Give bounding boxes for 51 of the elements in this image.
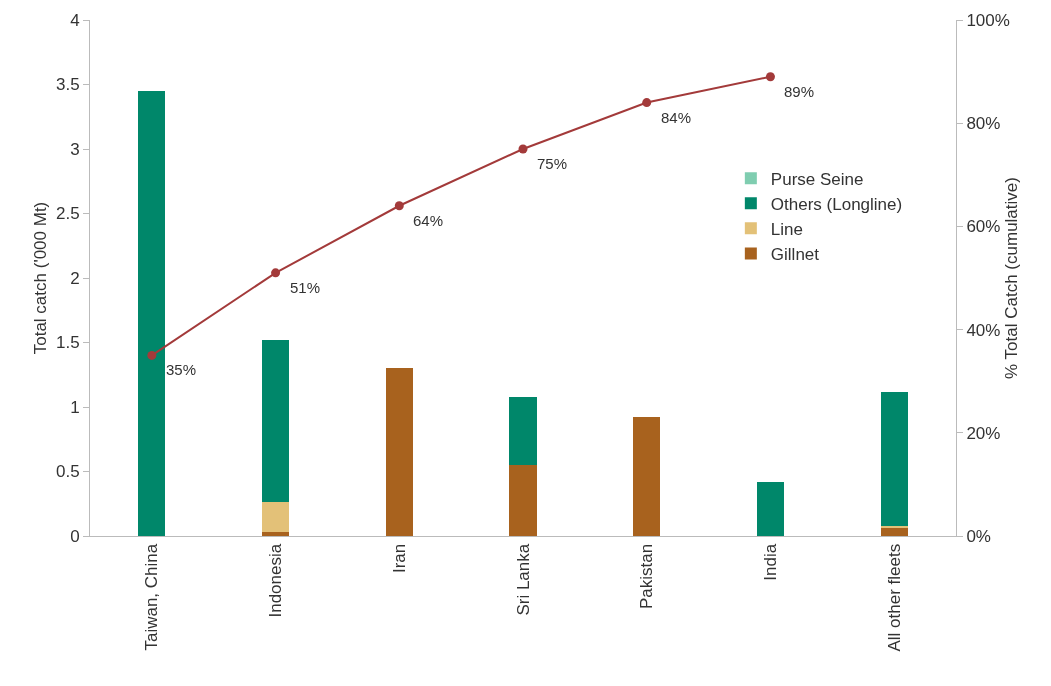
bar: [633, 417, 661, 536]
y2-tick-label: 80%: [966, 114, 1001, 134]
legend-label: Line: [770, 219, 803, 239]
x-tick-label: Sri Lanka: [513, 543, 533, 616]
bar: [138, 90, 166, 536]
y-tick-label: 2: [70, 268, 80, 288]
legend-label: Gillnet: [770, 245, 820, 265]
point: [642, 98, 652, 108]
data-label: 35%: [166, 361, 197, 378]
y-tick-label: 3.5: [55, 75, 80, 95]
y2-tick-label: 100%: [966, 10, 1010, 30]
y-tick-label: 1.5: [55, 333, 80, 353]
y2-tick-label: 40%: [966, 320, 1001, 340]
bar: [261, 502, 290, 533]
y-tick-label: 3: [70, 139, 80, 159]
bar: [385, 368, 413, 536]
x-tick-label: Taiwan, China: [142, 543, 162, 651]
x-tick-label: Pakistan: [637, 543, 657, 609]
x-tick-label: All other fleets: [884, 543, 904, 652]
legend-label: Others (Longline): [770, 194, 903, 214]
data-label: 64%: [413, 212, 444, 229]
y-tick-label: 1: [70, 397, 80, 417]
point: [147, 350, 157, 360]
y2-tick-label: 60%: [966, 217, 1001, 237]
point: [271, 268, 281, 278]
x-tick-label: Indonesia: [266, 543, 286, 618]
y-tick-label: 0.5: [55, 462, 80, 482]
data-label: 75%: [537, 155, 568, 172]
bar: [756, 481, 785, 536]
y2-tick-label: 0%: [966, 526, 991, 546]
data-label: 84%: [661, 109, 692, 126]
bar: [880, 528, 908, 536]
bar: [509, 396, 537, 466]
y-tick-label: 2.5: [55, 204, 80, 224]
bar: [509, 465, 537, 536]
point: [394, 201, 404, 211]
y-tick-label: 0: [70, 526, 80, 546]
data-label: 51%: [290, 279, 321, 296]
y-tick-label: 4: [70, 10, 80, 30]
y-axis-title: Total catch ('000 Mt): [31, 201, 50, 355]
bar: [261, 339, 290, 503]
x-tick-label: India: [760, 543, 780, 581]
y2-axis-title: % Total Catch (cumulative): [1002, 177, 1022, 379]
point: [518, 144, 528, 154]
x-tick-label: Iran: [389, 543, 409, 574]
legend-label: Purse Seine: [770, 169, 864, 189]
y2-tick-label: 20%: [966, 423, 1001, 443]
point: [765, 72, 775, 82]
bar: [880, 391, 908, 526]
bar: [261, 532, 290, 536]
data-label: 89%: [784, 83, 815, 100]
